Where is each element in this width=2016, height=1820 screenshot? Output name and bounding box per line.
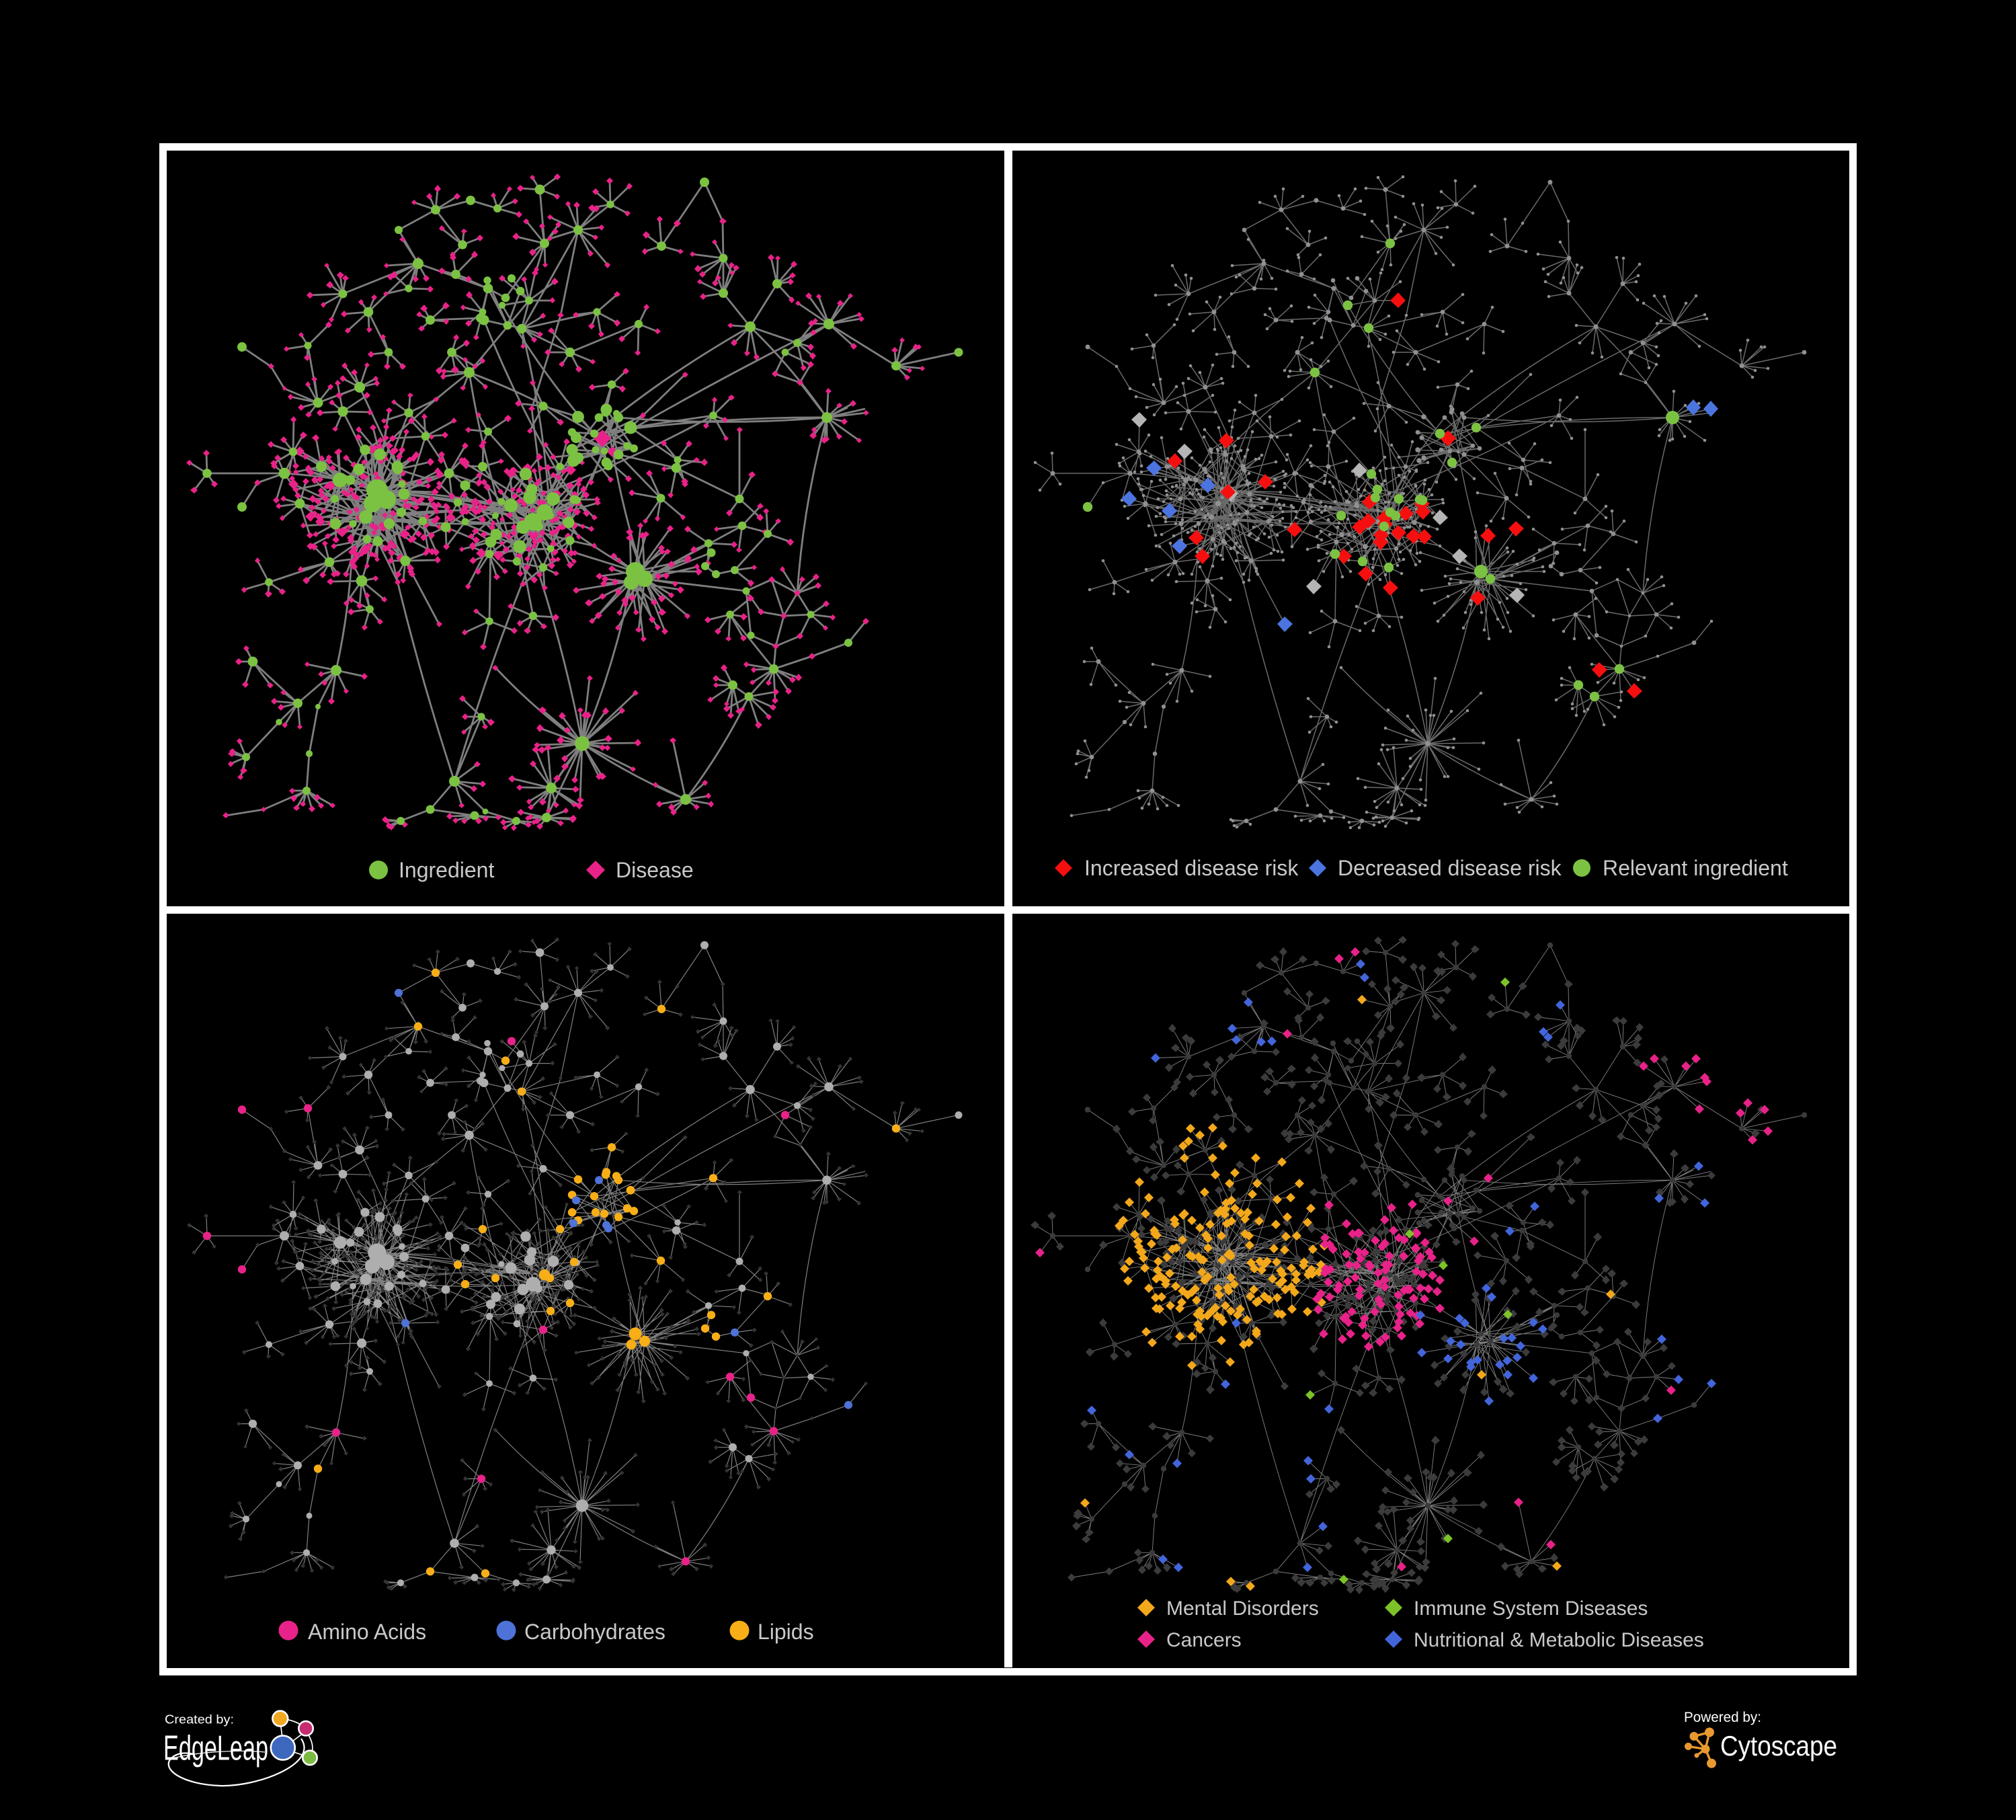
svg-text:Decreased disease risk: Decreased disease risk [1338, 856, 1562, 880]
svg-text:EdgeLeap: EdgeLeap [163, 1729, 268, 1768]
svg-text:Immune System Diseases: Immune System Diseases [1414, 1597, 1648, 1620]
svg-text:Carbohydrates: Carbohydrates [524, 1620, 666, 1644]
svg-text:Mental Disorders: Mental Disorders [1166, 1597, 1319, 1620]
svg-text:Increased disease risk: Increased disease risk [1084, 856, 1299, 880]
svg-text:Nutritional & Metabolic Diseas: Nutritional & Metabolic Diseases [1414, 1629, 1704, 1651]
svg-text:Created by:: Created by: [165, 1713, 234, 1727]
svg-text:Amino Acids: Amino Acids [308, 1620, 426, 1644]
svg-text:Powered by:: Powered by: [1684, 1710, 1761, 1725]
svg-text:Disease: Disease [616, 858, 694, 882]
svg-text:Lipids: Lipids [758, 1620, 814, 1644]
svg-text:Cancers: Cancers [1166, 1629, 1242, 1651]
svg-text:Ingredient: Ingredient [399, 858, 494, 882]
svg-text:Cytoscape: Cytoscape [1720, 1730, 1837, 1762]
svg-text:Relevant ingredient: Relevant ingredient [1603, 856, 1788, 880]
